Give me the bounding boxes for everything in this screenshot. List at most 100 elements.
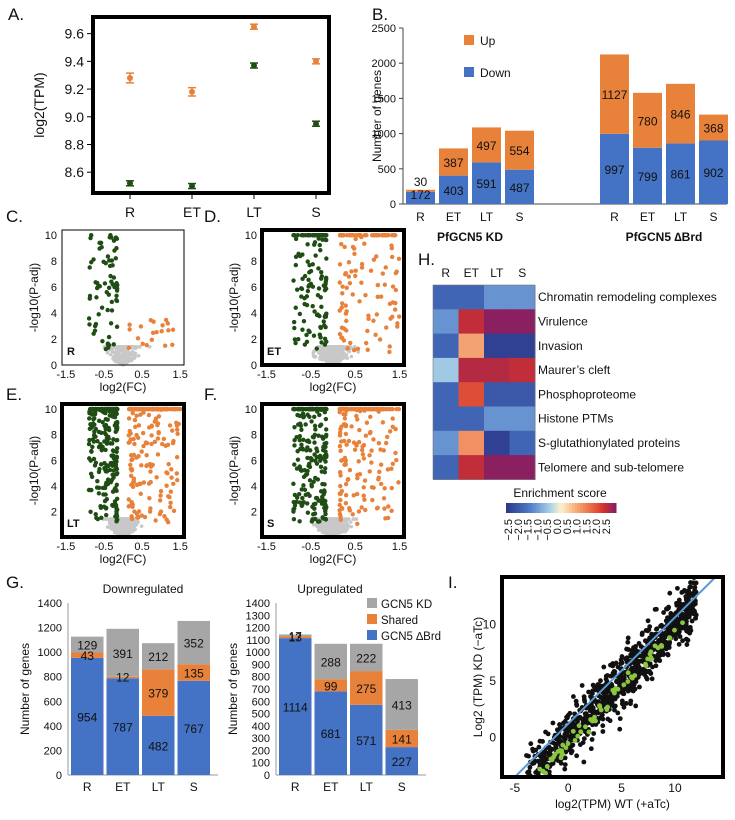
- data-point: [108, 352, 113, 357]
- x-tick-label: 0.5: [134, 369, 149, 381]
- data-point: [305, 501, 310, 506]
- y-tick-label: 900: [252, 659, 270, 671]
- data-point: [312, 516, 318, 522]
- data-point: [134, 522, 139, 527]
- bar-blue: [177, 680, 210, 775]
- data-point: [380, 420, 386, 425]
- bar-label-up: 1127: [602, 88, 628, 102]
- data-point-highlight: [597, 703, 602, 709]
- data-point: [100, 338, 105, 344]
- data-point: [319, 357, 324, 361]
- data-point: [333, 531, 338, 536]
- data-point: [319, 434, 325, 439]
- data-point: [320, 515, 325, 520]
- heatmap-column-label: R: [441, 266, 450, 280]
- data-point: [312, 232, 318, 238]
- data-point: [127, 322, 132, 327]
- heatmap-cell: [458, 406, 485, 432]
- bar-label-gray: 413: [392, 698, 412, 712]
- data-point: [356, 350, 360, 354]
- data-point: [113, 527, 118, 531]
- data-point: [297, 434, 303, 439]
- data-point: [647, 668, 652, 674]
- data-point: [105, 463, 111, 469]
- data-point: [394, 457, 399, 463]
- data-point: [128, 473, 134, 478]
- data-point: [156, 429, 161, 435]
- data-point: [161, 436, 167, 442]
- data-point: [138, 491, 143, 497]
- data-point: [317, 412, 322, 418]
- legend-label: GCN5 KD: [381, 599, 432, 611]
- bar-gray: [106, 628, 139, 677]
- data-point: [114, 293, 119, 298]
- y-tick-label: 9.2: [65, 81, 85, 97]
- data-point: [103, 426, 108, 432]
- data-point: [111, 238, 117, 243]
- data-point: [383, 265, 388, 270]
- data-point: [102, 498, 108, 504]
- bar-label-gray: 391: [113, 647, 133, 661]
- data-point: [588, 694, 593, 699]
- data-point: [357, 427, 362, 433]
- data-point: [359, 280, 364, 285]
- legend-label: Shared: [381, 615, 418, 627]
- bar-label-up: 780: [637, 114, 657, 128]
- data-point: [614, 678, 620, 684]
- bar-gray: [142, 643, 175, 670]
- data-point: [309, 484, 315, 489]
- y-axis-label: Log2 (TPM) KD (−aTc): [471, 617, 485, 737]
- data-point: [319, 469, 325, 474]
- data-point: [142, 406, 148, 412]
- bar-label-down: 487: [509, 181, 529, 195]
- data-point: [164, 483, 169, 488]
- data-point: [385, 467, 391, 472]
- data-point: [550, 720, 556, 726]
- data-point: [291, 517, 297, 522]
- data-point: [338, 473, 343, 478]
- bar-up: [406, 189, 435, 192]
- data-point: [340, 524, 345, 528]
- panel-label-F: F.: [204, 385, 217, 404]
- data-point: [639, 630, 645, 636]
- data-point: [322, 336, 328, 342]
- data-point: [149, 433, 154, 438]
- data-point: [593, 710, 599, 716]
- data-point: [360, 444, 365, 449]
- bar-label-gray: 222: [356, 651, 376, 665]
- data-point: [389, 245, 395, 251]
- data-point: [589, 737, 595, 742]
- data-point: [127, 428, 132, 434]
- data-point: [100, 485, 106, 491]
- data-point: [308, 448, 313, 453]
- data-point: [168, 489, 174, 494]
- data-point: [378, 481, 384, 487]
- data-point: [339, 241, 344, 247]
- data-point: [369, 448, 374, 453]
- colorbar-tick-label: −1.5: [523, 519, 535, 541]
- data-point: [189, 88, 195, 95]
- data-point: [294, 495, 300, 500]
- x-tick-label: 5: [618, 781, 625, 795]
- data-point: [155, 406, 160, 412]
- data-point: [170, 327, 176, 332]
- y-tick-label: 4: [51, 308, 57, 320]
- data-point: [175, 477, 180, 483]
- data-point: [690, 580, 696, 586]
- heatmap-cell: [509, 406, 536, 432]
- data-point: [113, 406, 118, 412]
- data-point: [309, 419, 314, 424]
- data-point: [350, 512, 355, 517]
- bar-up: [472, 127, 501, 163]
- group-label: PfGCN5 ∆Brd: [626, 230, 703, 244]
- data-point: [341, 353, 346, 358]
- data-point: [316, 286, 322, 291]
- data-point: [342, 438, 347, 444]
- heatmap-row-label: Telomere and sub-telomere: [538, 460, 684, 474]
- data-point: [676, 597, 682, 603]
- data-point: [343, 303, 348, 308]
- data-point: [384, 325, 389, 330]
- data-point: [297, 437, 302, 443]
- colorbar-segment: [569, 503, 573, 513]
- data-point: [313, 427, 318, 432]
